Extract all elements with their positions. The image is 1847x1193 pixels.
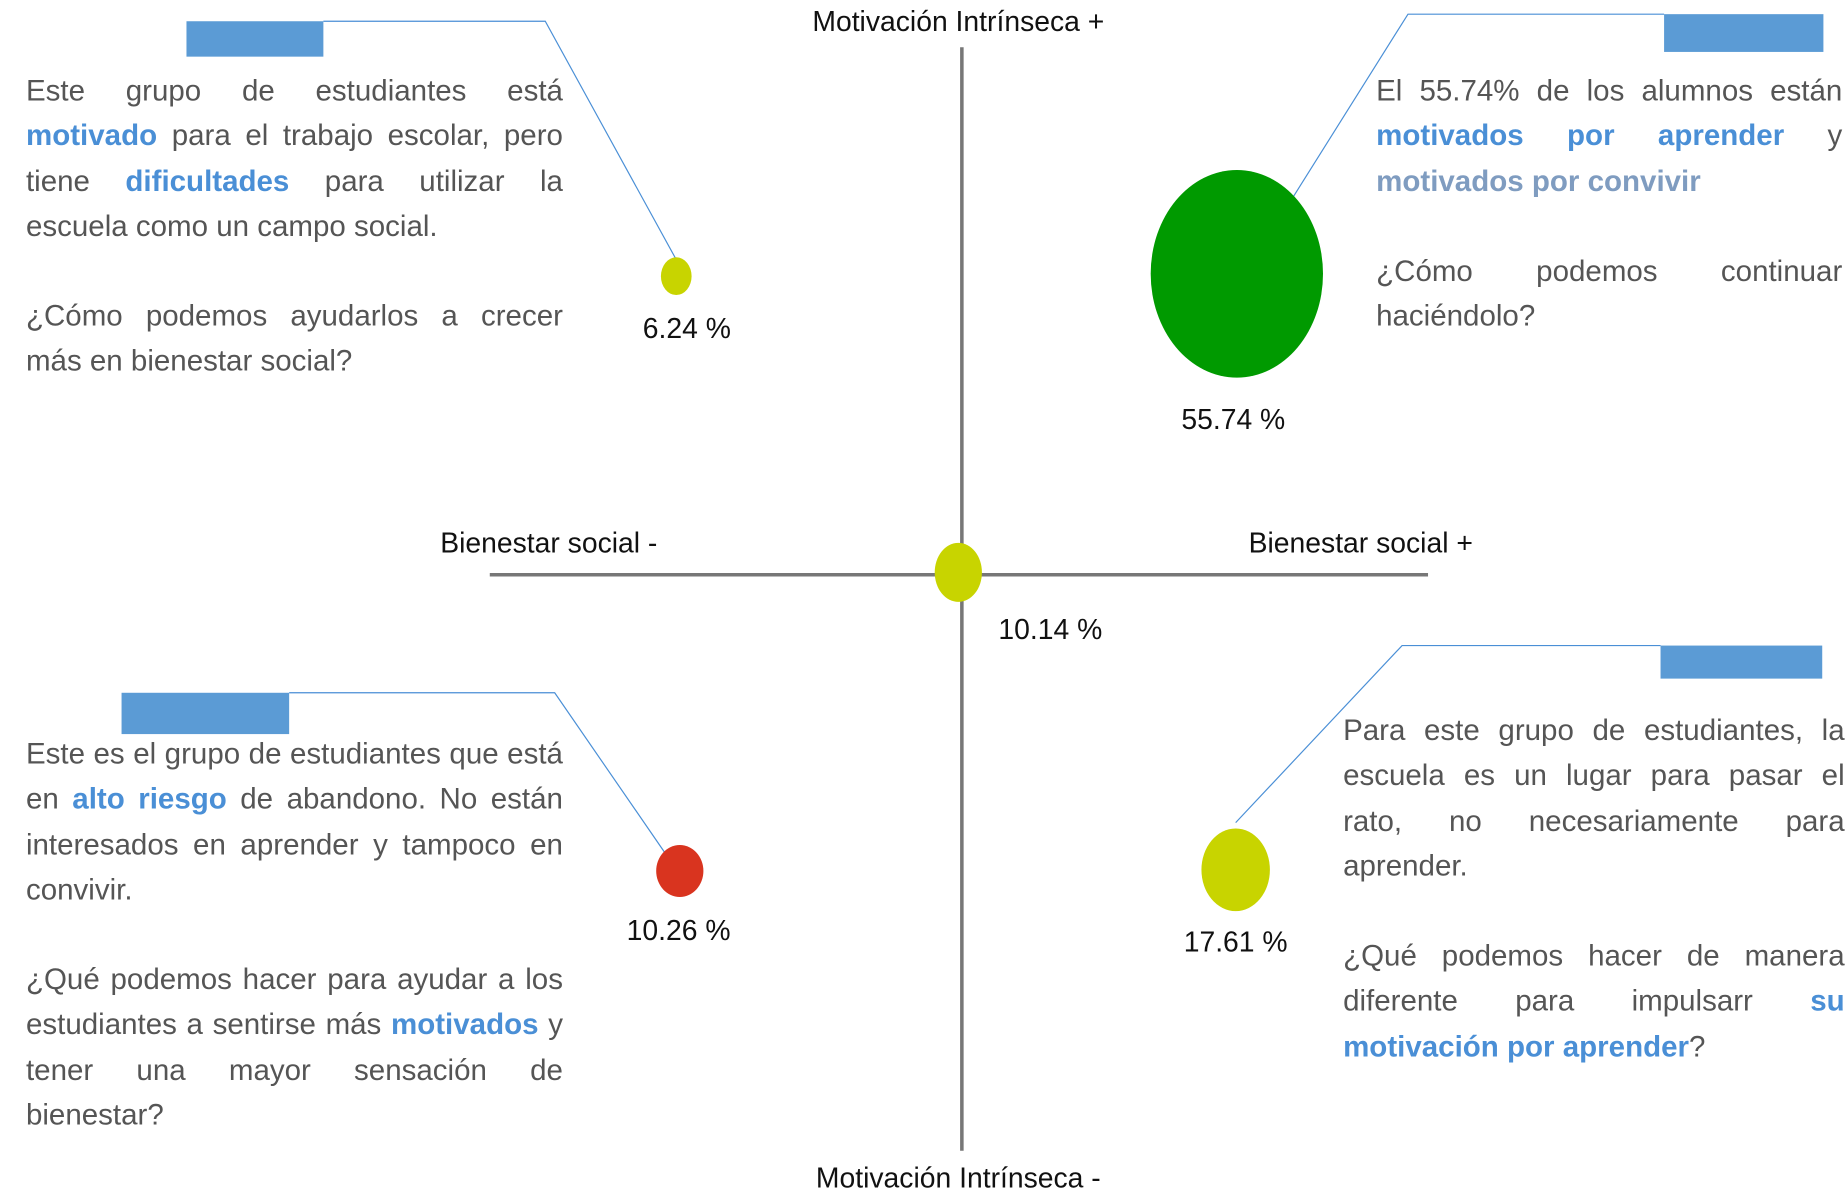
axis-label: Bienestar social + (1249, 528, 1473, 560)
tag (186, 21, 324, 57)
tag (121, 692, 290, 735)
highlight: motivados por convivir (1376, 164, 1701, 198)
group-bubble (1150, 169, 1324, 378)
percent-label: 10.14 % (998, 614, 1102, 646)
text-run: Este es el grupo de estudiantes que está… (25, 737, 563, 816)
percent-label: 10.26 % (627, 915, 731, 947)
connector (1291, 13, 1665, 199)
highlight: dificultades (125, 164, 290, 198)
connector (289, 692, 665, 853)
group-bubble (660, 257, 692, 296)
percent-label: 6.24 % (643, 313, 731, 345)
paragraph: ¿Qué podemos hacer para ayudar a los est… (26, 957, 563, 1138)
text-run: Para este grupo de estudiantes, la escue… (1343, 714, 1845, 883)
connector (1235, 644, 1661, 824)
group-bubble (656, 845, 704, 897)
text-run: y (1784, 119, 1843, 153)
paragraph: Este es el grupo de estudiantes que está… (26, 732, 563, 913)
text-run: Este grupo de estudiantes está (25, 74, 563, 108)
text-run: de abandono. No están interesados en apr… (25, 782, 563, 907)
percent-label: 55.74 % (1181, 404, 1285, 436)
highlight: motivados por aprender (1376, 119, 1785, 153)
paragraph: Para este grupo de estudiantes, la escue… (1343, 708, 1845, 889)
text-run: para el trabajo escolar, pero tiene (25, 119, 563, 198)
group-bubble (1201, 828, 1270, 912)
highlight: alto riesgo (72, 782, 227, 816)
text-run: ¿Qué podemos hacer para ayudar a los est… (25, 963, 563, 1042)
axis-label: Bienestar social - (440, 528, 657, 560)
text-run: El 55.74% de los alumnos están (1376, 74, 1843, 108)
axis-label: Motivación Intrínseca - (816, 1163, 1101, 1193)
axis-label: Motivación Intrínseca + (812, 6, 1104, 38)
text-run: ¿Qué podemos hacer de manera diferente p… (1343, 939, 1845, 1018)
paragraph: ¿Cómo podemos continuar haciéndolo? (1376, 249, 1842, 339)
highlight: motivados (390, 1008, 539, 1042)
highlight: su motivación por aprender (1343, 984, 1845, 1064)
connector (323, 20, 677, 260)
text-run: ? (1689, 1030, 1706, 1064)
quadrant-text: Para este grupo de estudiantes, la escue… (1343, 708, 1845, 1114)
text-run: para utilizar la escuela como un campo s… (25, 164, 563, 243)
tag (1660, 645, 1823, 679)
text-run: ¿Cómo podemos continuar haciéndolo? (1376, 254, 1843, 334)
percent-label: 17.61 % (1184, 927, 1288, 959)
quadrant-text: Este grupo de estudiantes está motivado … (26, 68, 563, 429)
text-run: ¿Cómo podemos ayudarlos a crecer más en … (25, 299, 563, 379)
highlight: motivado (25, 119, 158, 153)
group-bubble (934, 542, 982, 602)
tag (1664, 14, 1824, 52)
paragraph: Este grupo de estudiantes está motivado … (26, 68, 563, 249)
paragraph: ¿Qué podemos hacer de manera diferente p… (1343, 934, 1845, 1070)
text-run: y tener una mayor sensación de bienestar… (25, 1008, 563, 1132)
quadrant-text: Este es el grupo de estudiantes que está… (26, 732, 563, 1183)
paragraph: ¿Cómo podemos ayudarlos a crecer más en … (26, 294, 563, 384)
quadrant-text: El 55.74% de los alumnos están motivados… (1376, 68, 1842, 384)
paragraph: El 55.74% de los alumnos están motivados… (1376, 68, 1842, 204)
